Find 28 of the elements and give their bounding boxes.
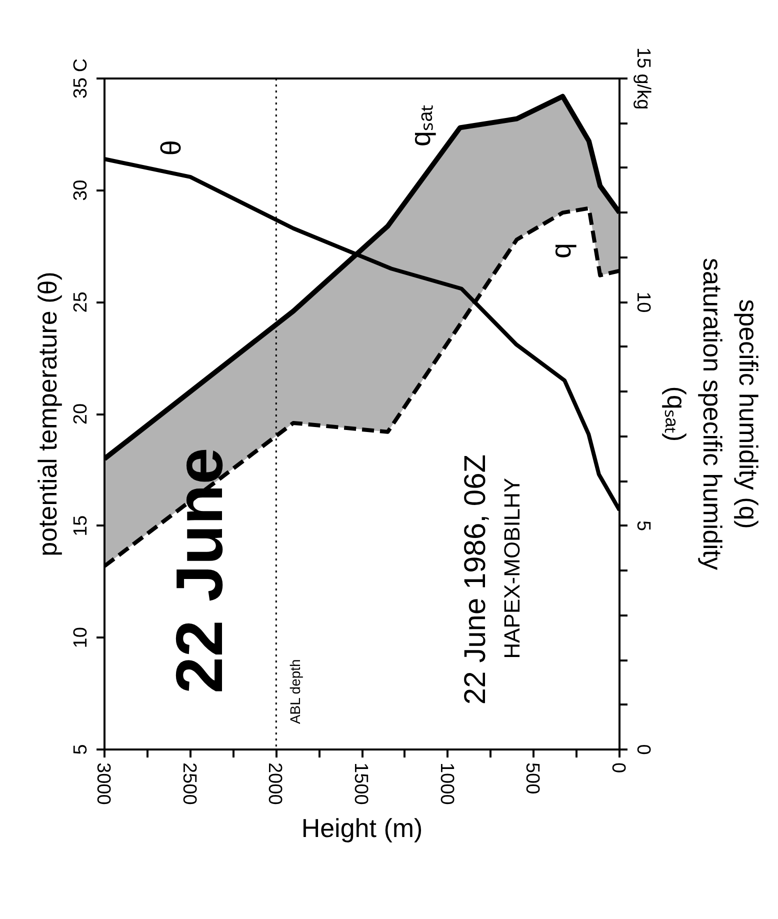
y2-tick-label: 15 g/kg [632,47,654,110]
y2-tick-label: 0 [632,744,654,755]
text: θ [155,140,186,156]
y-axis-title: potential temperature (θ) [32,272,62,556]
y-tick-label: 30 [70,180,92,201]
y-tick-label: 5 [70,744,92,755]
text: q [545,242,576,259]
x-tick-label: 1000 [436,762,457,805]
x-tick-label: 500 [522,762,543,794]
x-tick-label: 1500 [350,762,371,805]
x-tick-label: 2000 [264,762,286,805]
x-tick-label: 0 [608,762,628,774]
ref-line-label: ABL depth [287,659,304,724]
y2-axis-title: specific humidity (q) saturation specific humidity (qₛₐₜ) [662,258,764,570]
y-tick-label: 15 [70,515,92,536]
x-axis-title: Height (m) [301,812,423,843]
annotation: HAPEX-MOBILHY [500,478,525,659]
y-tick-label: 20 [70,403,92,425]
x-tick-label: 2500 [178,762,200,805]
y-tick-label: 35 C [70,58,92,99]
y-tick-label: 25 [70,292,92,313]
y-tick-label: 10 [70,627,92,648]
y2-tick-label: 10 [632,292,654,313]
text: qₛₐₜ [404,104,436,146]
annotation: 22 June 1986, 06Z [458,454,492,705]
x-tick-label: 3000 [92,762,114,805]
y2-tick-label: 5 [632,520,654,532]
annotation: 22 June [162,448,236,694]
